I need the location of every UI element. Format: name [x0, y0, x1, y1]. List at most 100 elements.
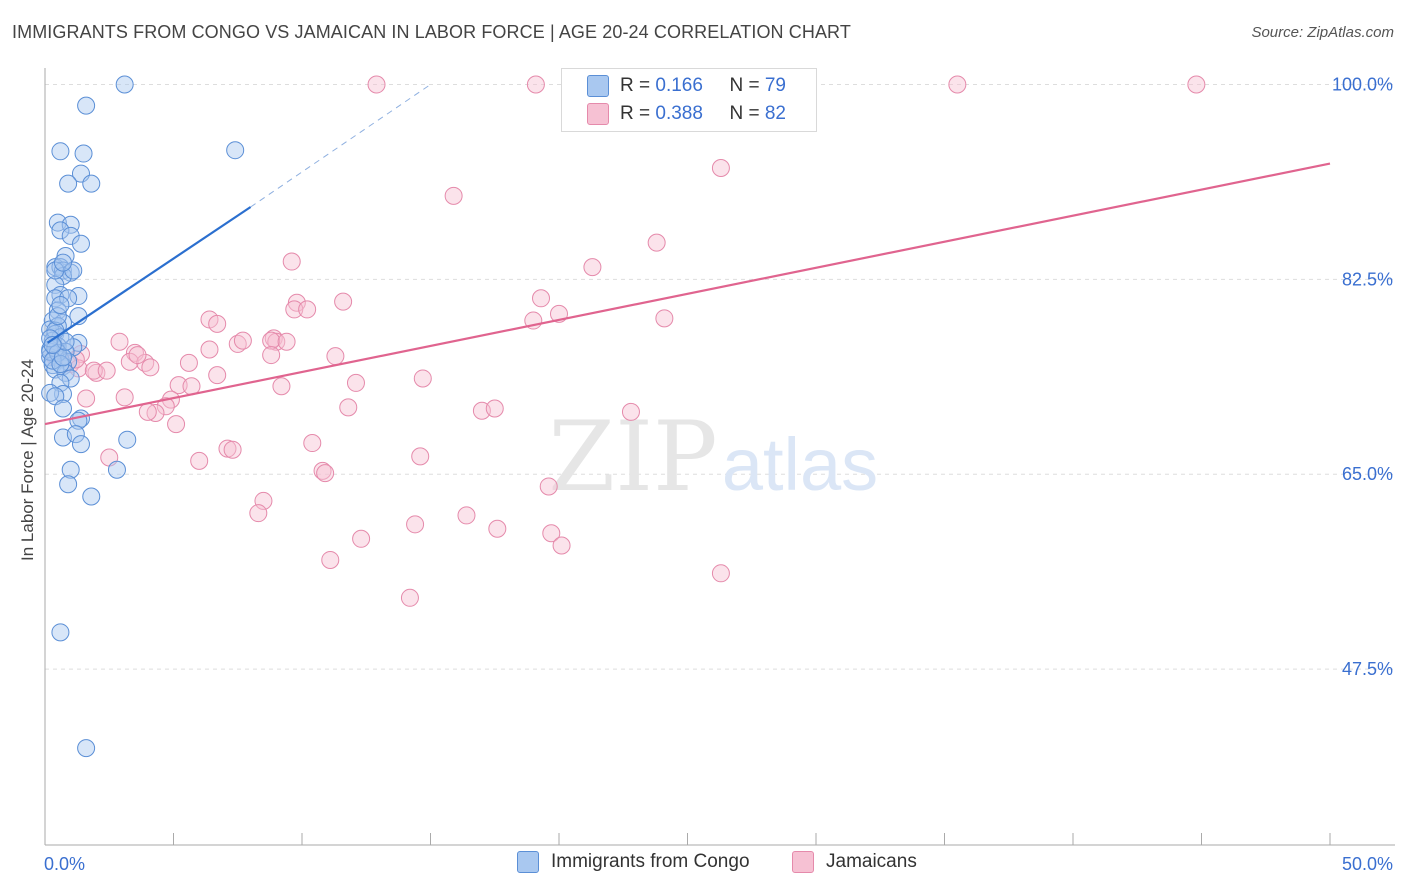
- data-point-jamaicans: [272, 377, 291, 396]
- data-point-jamaicans: [277, 332, 296, 351]
- data-point-jamaicans: [77, 389, 96, 408]
- data-point-congo: [53, 399, 72, 418]
- data-point-jamaicans: [228, 334, 247, 353]
- legend-r-label: R =: [620, 75, 656, 96]
- data-point-jamaicans: [249, 504, 268, 523]
- data-point-jamaicans: [406, 515, 425, 534]
- data-point-jamaicans: [313, 461, 332, 480]
- series-congo-points: [41, 75, 245, 758]
- data-point-jamaicans: [282, 252, 301, 271]
- legend-swatch-congo: [587, 75, 609, 97]
- legend-n-label: N =: [729, 103, 765, 124]
- data-point-jamaicans: [526, 75, 545, 94]
- data-point-jamaicans: [711, 564, 730, 583]
- data-point-jamaicans: [457, 506, 476, 525]
- data-point-congo: [53, 348, 72, 367]
- y-tick-label: 47.5%: [1342, 659, 1393, 679]
- data-point-congo: [115, 75, 134, 94]
- data-point-congo: [46, 261, 65, 280]
- data-point-congo: [82, 487, 101, 506]
- bottom-legend-label-congo: Immigrants from Congo: [551, 851, 750, 872]
- legend: R = 0.166 N = 79 R = 0.388 N = 82: [561, 68, 817, 132]
- data-point-congo: [56, 363, 75, 382]
- data-point-congo: [61, 226, 80, 245]
- data-point-jamaicans: [262, 331, 281, 350]
- legend-r-value: 0.166: [655, 75, 703, 96]
- data-point-congo: [46, 275, 65, 294]
- data-point-jamaicans: [539, 477, 558, 496]
- bottom-legend-swatch-congo: [517, 851, 539, 873]
- data-point-jamaicans: [367, 75, 386, 94]
- data-point-congo: [74, 144, 93, 163]
- x-tick-label: 50.0%: [1342, 854, 1393, 874]
- data-point-jamaicans: [647, 233, 666, 252]
- data-point-jamaicans: [488, 519, 507, 538]
- data-point-jamaicans: [262, 346, 281, 365]
- data-point-jamaicans: [156, 397, 175, 416]
- data-point-jamaicans: [110, 332, 129, 351]
- data-point-congo: [51, 623, 70, 642]
- data-point-jamaicans: [334, 292, 353, 311]
- data-point-jamaicans: [621, 402, 640, 421]
- data-point-jamaicans: [346, 373, 365, 392]
- data-point-congo: [61, 460, 80, 479]
- data-point-jamaicans: [711, 159, 730, 178]
- data-point-jamaicans: [485, 399, 504, 418]
- data-point-jamaicans: [411, 447, 430, 466]
- data-point-jamaicans: [190, 451, 209, 470]
- data-point-congo: [82, 174, 101, 193]
- data-point-congo: [53, 253, 72, 272]
- data-point-jamaicans: [532, 289, 551, 308]
- data-point-jamaicans: [169, 376, 188, 395]
- data-point-congo: [77, 96, 96, 115]
- bottom-legend-congo: Immigrants from Congo: [517, 851, 750, 873]
- legend-n-value: 82: [764, 103, 786, 124]
- legend-n-value: 79: [764, 75, 786, 96]
- data-point-congo: [61, 369, 80, 388]
- data-point-congo: [51, 295, 70, 314]
- data-point-jamaicans: [141, 358, 160, 377]
- data-point-congo: [59, 174, 78, 193]
- data-point-jamaicans: [542, 524, 561, 543]
- data-point-congo: [118, 430, 137, 449]
- data-point-congo: [59, 289, 78, 308]
- data-point-jamaicans: [948, 75, 967, 94]
- data-point-jamaicans: [1187, 75, 1206, 94]
- data-point-jamaicans: [223, 440, 242, 459]
- data-point-jamaicans: [128, 346, 147, 365]
- legend-swatch-jamaicans: [587, 103, 609, 125]
- data-point-congo: [71, 435, 90, 454]
- legend-r-label: R =: [620, 103, 656, 124]
- source-credit: Source: ZipAtlas.com: [1251, 24, 1394, 41]
- data-point-jamaicans: [444, 186, 463, 205]
- bottom-legend: Immigrants from Congo Jamaicans: [0, 851, 1406, 879]
- data-point-jamaicans: [200, 340, 219, 359]
- data-point-jamaicans: [339, 398, 358, 417]
- data-point-jamaicans: [326, 347, 345, 366]
- data-point-jamaicans: [146, 403, 165, 422]
- data-point-jamaicans: [285, 300, 304, 319]
- data-point-congo: [226, 141, 245, 160]
- data-point-congo: [48, 307, 67, 326]
- data-point-jamaicans: [298, 300, 317, 319]
- data-point-jamaicans: [552, 536, 571, 555]
- data-point-jamaicans: [316, 464, 335, 483]
- trend-line-jamaicans: [44, 162, 1331, 426]
- data-point-congo: [41, 383, 60, 402]
- bottom-legend-swatch-jamaicans: [792, 851, 814, 873]
- y-tick-label: 65.0%: [1342, 464, 1393, 484]
- bottom-legend-label-jamaicans: Jamaicans: [826, 851, 917, 872]
- data-point-jamaicans: [208, 366, 227, 385]
- data-point-jamaicans: [97, 361, 116, 380]
- data-point-congo: [59, 475, 78, 494]
- chart-title: IMMIGRANTS FROM CONGO VS JAMAICAN IN LAB…: [12, 22, 851, 42]
- data-point-congo: [71, 234, 90, 253]
- data-point-jamaicans: [352, 529, 371, 548]
- tick-labels: 47.5% 65.0% 82.5% 100.0% 0.0% 50.0%: [44, 74, 1393, 874]
- data-point-congo: [51, 142, 70, 161]
- data-point-jamaicans: [84, 361, 103, 380]
- series-jamaicans-points: [46, 75, 1206, 607]
- data-point-jamaicans: [655, 309, 674, 328]
- legend-r-value: 0.388: [655, 103, 703, 124]
